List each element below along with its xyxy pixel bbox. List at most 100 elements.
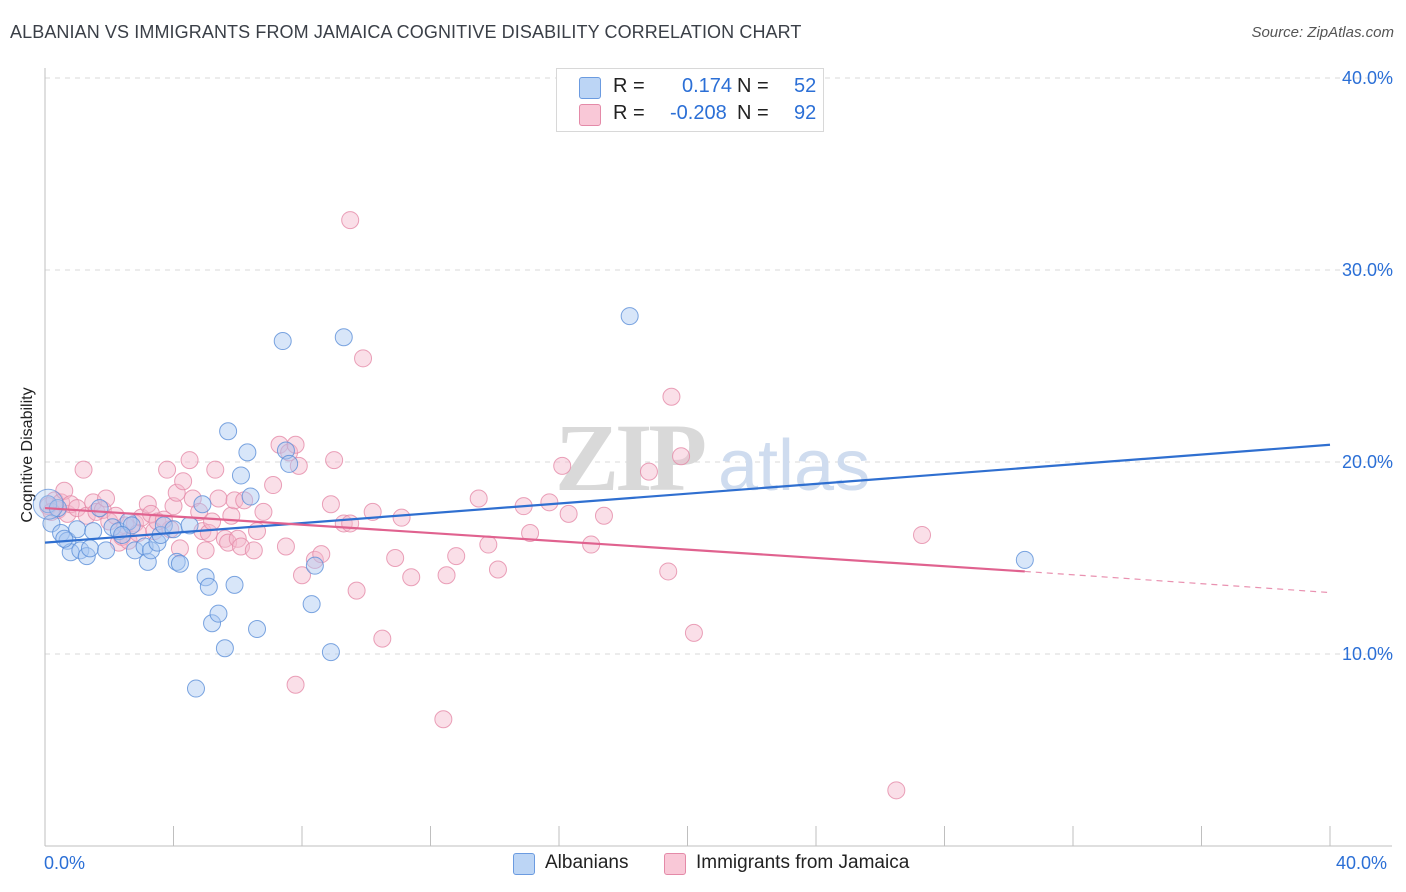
point-albanians (113, 525, 132, 544)
point-jamaica (293, 566, 311, 585)
point-albanians (219, 422, 238, 441)
watermark-atlas: atlas (718, 426, 870, 506)
point-jamaica (170, 539, 189, 558)
point-albanians (186, 679, 205, 698)
point-albanians (241, 487, 260, 506)
point-jamaica (913, 525, 932, 544)
point-jamaica (540, 493, 559, 512)
point-jamaica (203, 512, 222, 531)
point-jamaica (402, 568, 421, 587)
point-jamaica (209, 489, 228, 508)
point-jamaica (684, 623, 703, 642)
legend-n-value: 92 (794, 102, 817, 124)
point-jamaica (167, 483, 186, 502)
point-jamaica (74, 460, 93, 479)
point-jamaica (392, 508, 411, 527)
point-albanians (280, 454, 299, 473)
point-jamaica (447, 547, 466, 566)
point-jamaica (244, 541, 263, 560)
point-albanians (193, 495, 212, 514)
x-tick-label-max: 40.0% (1336, 853, 1388, 873)
point-jamaica (321, 495, 340, 514)
point-jamaica (312, 545, 331, 564)
point-jamaica (276, 537, 295, 556)
series-albanians-points (32, 307, 1034, 698)
point-albanians (196, 568, 215, 587)
point-jamaica (174, 472, 193, 491)
point-jamaica (386, 549, 405, 567)
point-jamaica (264, 476, 283, 495)
point-jamaica (354, 349, 373, 368)
legend-r-label: R = (613, 102, 645, 124)
point-albanians (138, 552, 157, 571)
point-albanians (302, 595, 321, 614)
y-tick-label-20: 20.0% (1342, 452, 1393, 472)
point-albanians (167, 552, 186, 571)
point-albanians (199, 577, 218, 596)
point-jamaica (559, 504, 578, 523)
point-albanians (620, 307, 639, 326)
point-albanians (238, 443, 257, 462)
point-jamaica (373, 629, 392, 648)
point-jamaica (553, 456, 572, 475)
point-jamaica (341, 514, 360, 533)
legend-r-value: 0.174 (682, 75, 733, 97)
point-jamaica (488, 560, 507, 579)
point-albanians-large (32, 488, 64, 520)
gridlines (45, 77, 1392, 655)
point-jamaica (254, 502, 273, 521)
y-tick-labels: 10.0% 20.0% 30.0% 40.0% (1342, 68, 1393, 664)
point-jamaica (138, 495, 157, 514)
point-albanians (273, 332, 292, 351)
point-albanians (170, 554, 189, 573)
legend-n-value: 52 (794, 75, 817, 97)
point-jamaica (68, 499, 87, 518)
point-jamaica (639, 462, 658, 481)
point-albanians (209, 604, 228, 623)
point-albanians (203, 614, 222, 633)
point-jamaica (196, 541, 215, 560)
legend-r-value: -0.208 (670, 102, 727, 124)
point-albanians (321, 643, 340, 662)
point-albanians (334, 328, 353, 347)
y-tick-label-10: 10.0% (1342, 644, 1393, 664)
point-jamaica (437, 566, 456, 585)
point-jamaica (887, 781, 906, 800)
legend-r-label: R = (613, 75, 645, 97)
point-jamaica (164, 497, 183, 516)
y-tick-label-40: 40.0% (1342, 68, 1393, 88)
source-label: Source: ZipAtlas.com (1251, 24, 1394, 41)
point-jamaica (286, 675, 305, 694)
point-jamaica (97, 489, 116, 508)
point-albanians (84, 522, 103, 541)
point-jamaica (158, 460, 177, 479)
legend-n-label: N = (737, 102, 769, 124)
point-albanians (231, 466, 250, 485)
point-jamaica (521, 524, 540, 543)
trend-line-jamaica-extrapolated (1024, 570, 1331, 594)
point-jamaica (479, 535, 498, 554)
point-jamaica (341, 211, 360, 230)
y-tick-label-30: 30.0% (1342, 260, 1393, 280)
chart-title: ALBANIAN VS IMMIGRANTS FROM JAMAICA COGN… (10, 22, 802, 42)
point-albanians (1015, 550, 1034, 569)
point-albanians (142, 541, 161, 560)
point-jamaica (594, 506, 613, 525)
point-jamaica (659, 562, 678, 581)
trend-line-jamaica (44, 506, 1025, 573)
legend-swatch-blue (579, 77, 601, 99)
point-albanians (90, 499, 109, 518)
point-albanians (215, 639, 234, 658)
point-albanians (276, 441, 295, 460)
point-jamaica (469, 489, 488, 508)
point-albanians (225, 575, 244, 594)
point-albanians (80, 539, 99, 558)
point-jamaica (672, 447, 691, 466)
stats-legend: R = 0.174 N = 52 R = -0.208 N = 92 (556, 68, 824, 132)
point-jamaica (347, 581, 366, 600)
point-jamaica (222, 506, 241, 525)
trend-lines (44, 443, 1331, 594)
point-albanians (125, 541, 144, 560)
point-jamaica (434, 710, 453, 729)
